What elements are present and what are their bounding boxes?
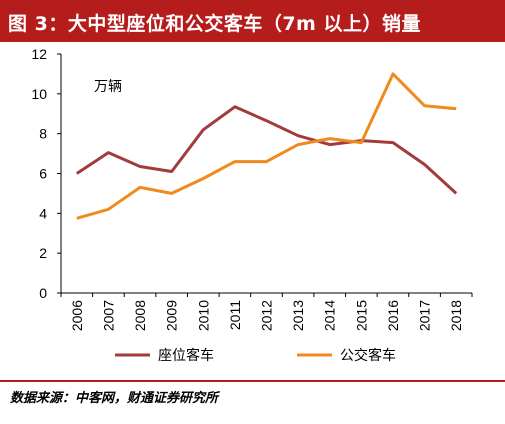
series-line-2 <box>76 72 457 220</box>
source-divider <box>0 380 505 382</box>
x-tick-label: 2007 <box>100 300 116 331</box>
y-tick-label: 4 <box>39 205 47 221</box>
y-tick-label: 10 <box>31 86 47 102</box>
x-tick-label: 2006 <box>69 300 85 331</box>
unit-label: 万辆 <box>94 78 122 94</box>
title-bar: 图 3：大中型座位和公交客车（7m 以上）销量 <box>0 0 505 42</box>
y-tick-label: 6 <box>39 166 47 182</box>
x-tick-label: 2009 <box>164 300 180 331</box>
x-tick-label: 2012 <box>259 300 275 331</box>
x-tick-label: 2011 <box>227 300 243 330</box>
y-tick-label: 2 <box>39 245 47 261</box>
y-tick-label: 8 <box>39 126 47 142</box>
x-tick-label: 2016 <box>385 300 401 331</box>
legend-label: 座位客车 <box>158 347 214 363</box>
source-note: 数据来源：中客网，财通证券研究所 <box>10 391 219 406</box>
x-tick-label: 2013 <box>290 300 306 331</box>
x-tick-label: 2018 <box>448 300 464 331</box>
y-tick-label: 12 <box>31 46 47 62</box>
x-tick-label: 2008 <box>132 300 148 331</box>
chart-title: 图 3：大中型座位和公交客车（7m 以上）销量 <box>8 13 421 35</box>
series-line-1 <box>75 105 458 195</box>
line-chart: 0 2 4 6 8 10 12 2006 2007 2008 2009 2010 2011 2012 20… <box>31 46 473 363</box>
x-tick-label: 2015 <box>353 300 369 331</box>
x-tick-label: 2014 <box>322 300 338 331</box>
y-tick-label: 0 <box>39 285 47 301</box>
x-tick-label: 2010 <box>195 300 211 331</box>
x-tick-label: 2017 <box>417 300 433 331</box>
legend-label: 公交客车 <box>340 347 396 363</box>
